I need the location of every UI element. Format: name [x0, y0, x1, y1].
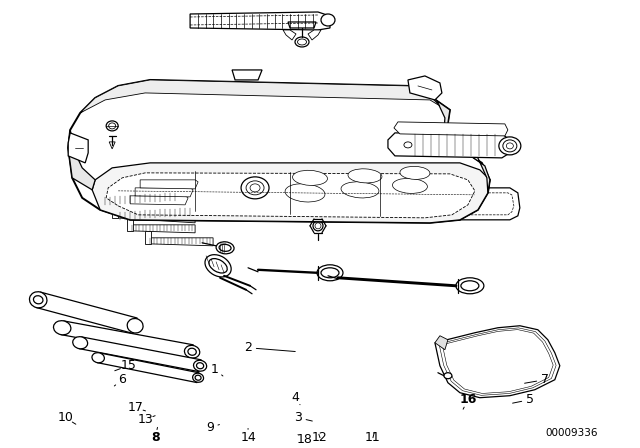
Polygon shape	[97, 188, 103, 203]
Polygon shape	[148, 238, 213, 246]
Polygon shape	[80, 80, 440, 113]
Polygon shape	[68, 80, 490, 223]
Ellipse shape	[73, 337, 88, 349]
Polygon shape	[410, 86, 490, 193]
Polygon shape	[36, 292, 137, 333]
Ellipse shape	[193, 360, 207, 371]
Ellipse shape	[29, 292, 47, 308]
Ellipse shape	[321, 14, 335, 26]
Polygon shape	[109, 142, 115, 149]
Polygon shape	[283, 30, 296, 40]
Ellipse shape	[298, 39, 307, 45]
Polygon shape	[100, 197, 180, 208]
Ellipse shape	[404, 142, 412, 148]
Text: 14: 14	[240, 431, 256, 444]
Ellipse shape	[127, 319, 143, 333]
Ellipse shape	[348, 169, 382, 183]
Polygon shape	[130, 225, 195, 233]
Text: 8: 8	[151, 431, 159, 444]
Polygon shape	[145, 231, 151, 244]
Text: 4: 4	[291, 391, 299, 404]
Polygon shape	[438, 188, 520, 220]
Ellipse shape	[503, 140, 517, 152]
Text: 10: 10	[57, 411, 73, 424]
Polygon shape	[61, 321, 193, 358]
Text: 7: 7	[541, 373, 549, 386]
Text: 1: 1	[211, 363, 219, 376]
Polygon shape	[408, 76, 442, 100]
Ellipse shape	[188, 348, 196, 355]
Polygon shape	[135, 188, 193, 197]
Polygon shape	[278, 190, 338, 213]
Ellipse shape	[331, 202, 341, 210]
Text: 15: 15	[120, 359, 136, 372]
Text: 13: 13	[137, 413, 153, 426]
Polygon shape	[79, 337, 201, 371]
Polygon shape	[232, 70, 262, 80]
Polygon shape	[388, 133, 510, 158]
Ellipse shape	[437, 198, 445, 210]
Ellipse shape	[341, 182, 379, 198]
Text: 5: 5	[526, 393, 534, 406]
Polygon shape	[115, 212, 195, 223]
Polygon shape	[68, 133, 88, 163]
Ellipse shape	[317, 265, 343, 281]
Ellipse shape	[106, 121, 118, 131]
Polygon shape	[435, 336, 448, 350]
Ellipse shape	[205, 254, 231, 277]
Ellipse shape	[461, 281, 479, 291]
Text: 18: 18	[297, 433, 313, 446]
Text: 6: 6	[118, 373, 126, 386]
Polygon shape	[435, 326, 560, 398]
Polygon shape	[92, 163, 490, 223]
Ellipse shape	[241, 177, 269, 199]
Ellipse shape	[209, 258, 227, 273]
Ellipse shape	[506, 143, 513, 149]
Polygon shape	[394, 122, 508, 136]
Ellipse shape	[444, 373, 452, 379]
Ellipse shape	[33, 296, 43, 304]
Text: 17: 17	[127, 401, 143, 414]
Ellipse shape	[219, 244, 231, 251]
Text: 12: 12	[312, 431, 328, 444]
Ellipse shape	[400, 166, 430, 179]
Ellipse shape	[250, 184, 260, 192]
Text: 00009336: 00009336	[545, 428, 598, 438]
Polygon shape	[68, 130, 95, 190]
Text: 2: 2	[244, 341, 252, 354]
Text: 16: 16	[460, 393, 477, 406]
Polygon shape	[140, 180, 198, 189]
Ellipse shape	[246, 181, 264, 195]
Polygon shape	[190, 12, 330, 30]
Polygon shape	[97, 353, 199, 383]
Ellipse shape	[313, 221, 323, 231]
Ellipse shape	[193, 373, 204, 382]
Ellipse shape	[295, 37, 309, 47]
Ellipse shape	[92, 353, 104, 363]
Text: 9: 9	[206, 421, 214, 434]
Ellipse shape	[292, 170, 328, 185]
Ellipse shape	[54, 321, 71, 335]
Ellipse shape	[216, 242, 234, 254]
Polygon shape	[106, 173, 475, 218]
Ellipse shape	[285, 184, 325, 202]
Ellipse shape	[321, 268, 339, 278]
Text: 3: 3	[294, 411, 302, 424]
Ellipse shape	[499, 137, 521, 155]
Text: 11: 11	[365, 431, 381, 444]
Ellipse shape	[392, 178, 428, 194]
Polygon shape	[112, 203, 118, 218]
Ellipse shape	[276, 195, 284, 201]
Polygon shape	[288, 22, 316, 28]
Ellipse shape	[456, 278, 484, 294]
Ellipse shape	[196, 363, 204, 369]
Polygon shape	[127, 218, 133, 231]
Ellipse shape	[109, 123, 116, 129]
Ellipse shape	[195, 375, 201, 380]
Ellipse shape	[184, 345, 200, 358]
Polygon shape	[308, 30, 321, 40]
Polygon shape	[130, 196, 188, 205]
Ellipse shape	[315, 223, 321, 229]
